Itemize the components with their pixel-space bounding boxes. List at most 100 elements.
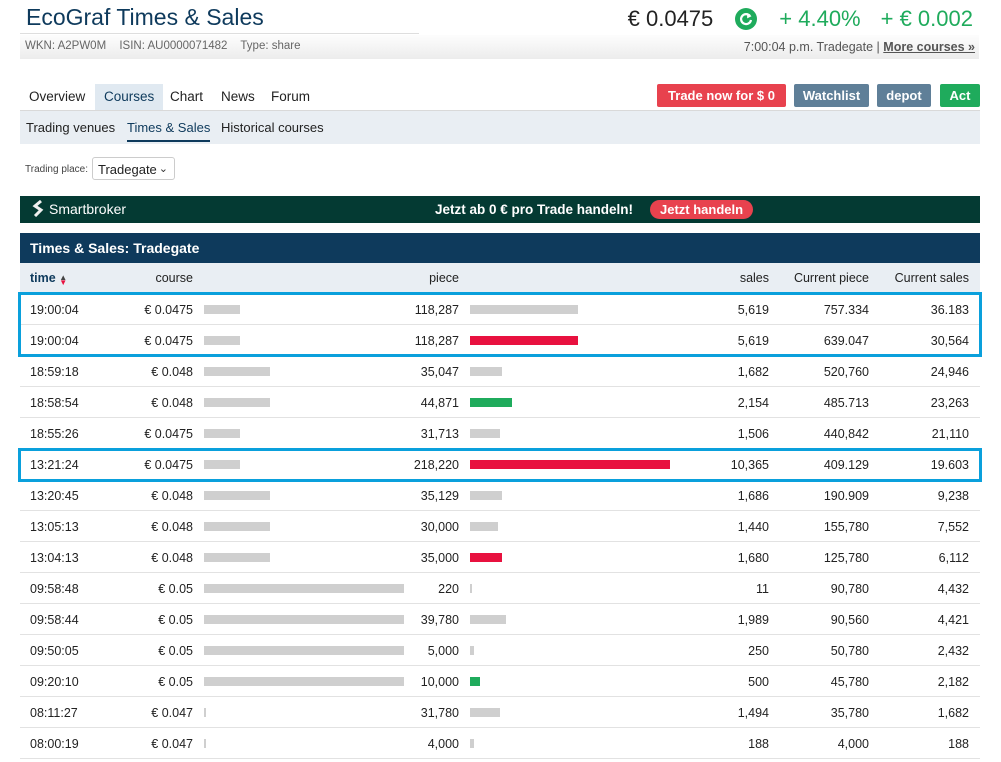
sales-cell: 1,494 <box>737 706 769 720</box>
piece-cell: 35,047 <box>420 365 459 379</box>
course-bar <box>204 646 404 655</box>
sales-cell: 500 <box>748 675 769 689</box>
course-bar <box>204 460 240 469</box>
sales-cell: 188 <box>748 737 769 751</box>
time-cell: 18:59:18 <box>30 365 79 379</box>
course-bar <box>204 336 240 345</box>
piece-cell: 39,780 <box>420 613 459 627</box>
sales-cell: 1,506 <box>737 427 769 441</box>
trade-now-button[interactable]: Trade now for $ 0 <box>657 84 786 107</box>
sales-cell: 1,989 <box>737 613 769 627</box>
table-row: 09:58:44 € 0.05 39,780 1,989 90,560 4,421 <box>20 604 980 635</box>
banner-text: Jetzt ab 0 € pro Trade handeln! <box>435 202 634 217</box>
time-cell: 09:20:10 <box>30 675 79 689</box>
current-piece-cell: 125,780 <box>823 551 869 565</box>
col-piece-header: piece <box>429 271 459 285</box>
tab-overview[interactable]: Overview <box>29 89 86 104</box>
col-time-header[interactable]: time ▲ ▼ <box>30 271 68 287</box>
course-cell: € 0.05 <box>158 613 193 627</box>
table-row: 09:20:10 € 0.05 10,000 500 45,780 2,182 <box>20 666 980 697</box>
course-bar <box>204 305 240 314</box>
course-cell: € 0.048 <box>151 489 193 503</box>
time-cell: 19:00:04 <box>30 303 79 317</box>
current-piece-cell: 639.047 <box>823 334 869 348</box>
current-sales-cell: 30,564 <box>930 334 969 348</box>
course-cell: € 0.048 <box>151 520 193 534</box>
sales-cell: 1,680 <box>737 551 769 565</box>
course-cell: € 0.0475 <box>144 427 193 441</box>
table-row: 19:00:04 € 0.0475 118,287 5,619 639.047 30,56… <box>20 325 980 356</box>
smartbroker-banner[interactable]: Smartbroker Jetzt ab 0 € pro Trade hande… <box>20 196 980 223</box>
subtab-times-sales[interactable]: Times & Sales <box>127 120 211 142</box>
table-row: 19:00:04 € 0.0475 118,287 5,619 757.334 36.18… <box>20 294 980 325</box>
sales-cell: 10,365 <box>730 458 769 472</box>
current-sales-cell: 24,946 <box>930 365 969 379</box>
current-sales-cell: 2,182 <box>937 675 969 689</box>
piece-cell: 4,000 <box>427 737 459 751</box>
current-piece-cell: 50,780 <box>830 644 869 658</box>
course-cell: € 0.0475 <box>144 334 193 348</box>
tab-forum[interactable]: Forum <box>271 89 311 104</box>
col-current-sales-header: Current sales <box>894 271 969 285</box>
sort-icon[interactable]: ▲ ▼ <box>59 273 68 287</box>
table-row: 18:59:18 € 0.048 35,047 1,682 520,760 24,946 <box>20 356 980 387</box>
time-cell: 09:58:44 <box>30 613 79 627</box>
trading-place-label: Trading place: <box>25 164 88 175</box>
course-bar <box>204 398 270 407</box>
current-piece-cell: 45,780 <box>830 675 869 689</box>
table-row: 13:20:45 € 0.048 35,129 1,686 190.909 9,238 <box>20 480 980 511</box>
piece-bar <box>470 553 502 562</box>
sales-cell: 1,686 <box>737 489 769 503</box>
banner-cta-button[interactable]: Jetzt handeln <box>650 200 754 219</box>
sales-cell: 2,154 <box>737 396 769 410</box>
table-row: 09:50:05 € 0.05 5,000 250 50,780 2,432 <box>20 635 980 666</box>
sub-nav: Trading venues Times & Sales Historical … <box>20 111 980 144</box>
act-button[interactable]: Act <box>940 84 980 107</box>
title-divider <box>20 33 419 34</box>
course-cell: € 0.047 <box>151 737 193 751</box>
more-courses-link[interactable]: More courses » <box>883 40 975 54</box>
course-bar <box>204 739 206 748</box>
course-cell: € 0.05 <box>158 582 193 596</box>
banner-brand: Smartbroker <box>49 200 127 217</box>
current-piece-cell: 190.909 <box>823 489 869 503</box>
piece-cell: 218,220 <box>413 458 459 472</box>
table-row: 08:00:19 € 0.047 4,000 188 4,000 188 <box>20 728 980 759</box>
current-piece-cell: 90,560 <box>830 613 869 627</box>
course-cell: € 0.048 <box>151 365 193 379</box>
watchlist-button[interactable]: Watchlist <box>794 84 869 107</box>
trading-place-select[interactable]: Tradegate ⌄ <box>92 157 175 180</box>
tab-courses[interactable]: Courses <box>95 84 164 110</box>
piece-bar <box>470 584 472 593</box>
piece-cell: 5,000 <box>427 644 459 658</box>
course-bar <box>204 522 270 531</box>
piece-bar <box>470 491 502 500</box>
time-cell: 18:58:54 <box>30 396 79 410</box>
time-cell: 09:50:05 <box>30 644 79 658</box>
time-cell: 09:58:48 <box>30 582 79 596</box>
sales-cell: 250 <box>748 644 769 658</box>
piece-bar <box>470 646 474 655</box>
current-sales-cell: 188 <box>948 737 969 751</box>
tab-news[interactable]: News <box>221 89 255 104</box>
current-piece-cell: 485.713 <box>823 396 869 410</box>
course-cell: € 0.05 <box>158 644 193 658</box>
current-sales-cell: 7,552 <box>937 520 969 534</box>
table-row: 09:58:48 € 0.05 220 11 90,780 4,432 <box>20 573 980 604</box>
subtab-historical-courses[interactable]: Historical courses <box>221 120 324 135</box>
chevron-down-icon: ⌄ <box>158 163 168 175</box>
subtab-trading-venues[interactable]: Trading venues <box>26 120 116 135</box>
current-sales-cell: 4,421 <box>937 613 969 627</box>
course-bar <box>204 491 270 500</box>
current-price: € 0.0475 <box>627 6 714 31</box>
tab-chart[interactable]: Chart <box>170 89 204 104</box>
current-sales-cell: 19.603 <box>930 458 969 472</box>
piece-bar <box>470 708 500 717</box>
type-label: Type: share <box>240 40 301 52</box>
refresh-arrow-icon[interactable] <box>735 8 758 30</box>
depot-button[interactable]: depot <box>877 84 931 107</box>
time-cell: 13:05:13 <box>30 520 79 534</box>
table-row: 13:04:13 € 0.048 35,000 1,680 125,780 6,112 <box>20 542 980 573</box>
course-cell: € 0.048 <box>151 396 193 410</box>
piece-cell: 30,000 <box>420 520 459 534</box>
